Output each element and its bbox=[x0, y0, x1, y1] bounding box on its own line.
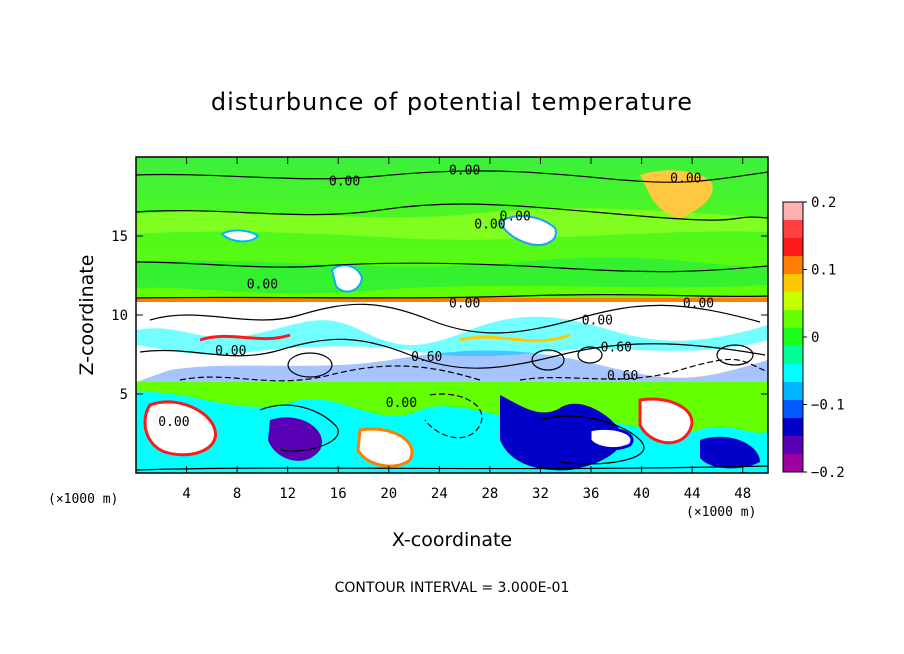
x-tick-label: 24 bbox=[431, 486, 448, 502]
contour-label: 0.00 bbox=[449, 164, 480, 179]
colorbar-tick-label: −0.1 bbox=[811, 398, 845, 414]
colorbar-segment bbox=[783, 202, 803, 221]
contour-line bbox=[287, 352, 333, 378]
contour-line bbox=[577, 346, 603, 364]
colorbar-segment bbox=[783, 220, 803, 239]
colorbar-segment bbox=[783, 274, 803, 293]
colorbar-segment bbox=[783, 256, 803, 275]
tropopause-line bbox=[136, 298, 768, 302]
warm-patch bbox=[356, 427, 414, 468]
cloud-patch bbox=[330, 264, 364, 293]
contour-label: 0.60 bbox=[411, 350, 442, 365]
colorbar-segment bbox=[783, 400, 803, 419]
contour-label: 0.00 bbox=[215, 344, 246, 359]
contour-lines bbox=[136, 170, 768, 471]
contour-line bbox=[149, 303, 761, 334]
x-tick-label: 36 bbox=[583, 486, 600, 502]
contour-line bbox=[139, 338, 766, 369]
colorbar-tick-label: 0.2 bbox=[811, 195, 836, 211]
contour-label: 0.00 bbox=[158, 415, 189, 430]
colorbar-segment bbox=[783, 454, 803, 473]
contour-line bbox=[179, 365, 481, 382]
colorbar-tick-label: −0.2 bbox=[811, 465, 845, 481]
x-tick-label: 12 bbox=[279, 486, 296, 502]
x-tick-label: 32 bbox=[532, 486, 549, 502]
colorbar-segment bbox=[783, 310, 803, 329]
contour-label: 0.00 bbox=[474, 217, 505, 232]
chart-title: disturbunce of potential temperature bbox=[211, 88, 693, 116]
contour-line bbox=[136, 293, 768, 299]
x-tick-label: 48 bbox=[734, 486, 751, 502]
warm-patch bbox=[143, 400, 217, 457]
y-axis: 5 10 15 bbox=[111, 229, 768, 403]
contour-line bbox=[259, 404, 339, 452]
y-tick-label: 15 bbox=[111, 229, 128, 245]
colorbar-tick-label: 0 bbox=[811, 330, 819, 346]
contour-line bbox=[136, 465, 768, 471]
colorbar-segment bbox=[783, 346, 803, 365]
turbulent-band bbox=[459, 333, 571, 343]
contour-line bbox=[424, 393, 483, 439]
contour-label: 0.60 bbox=[607, 369, 638, 384]
cold-anomaly bbox=[500, 395, 622, 471]
potential-temperature-field: 0.000.000.000.000.000.000.00 0.000.000.60… bbox=[136, 157, 768, 473]
contour-line bbox=[531, 349, 565, 371]
warm-patch bbox=[588, 426, 634, 451]
x-tick-label: 8 bbox=[233, 486, 241, 502]
x-axis-origin-unit: (×1000 m) bbox=[48, 492, 118, 507]
colorbar-tick-label: 0.1 bbox=[811, 263, 836, 279]
warm-patch bbox=[638, 397, 694, 445]
contour-label: 0.00 bbox=[386, 396, 417, 411]
cold-anomaly bbox=[700, 436, 760, 469]
colorbar-segment bbox=[783, 328, 803, 347]
x-axis-unit: (×1000 m) bbox=[686, 505, 756, 520]
x-tick-label: 16 bbox=[330, 486, 347, 502]
y-tick-label: 5 bbox=[120, 387, 128, 403]
cloud-patch bbox=[220, 229, 260, 243]
contour-line bbox=[539, 415, 645, 465]
contour-line bbox=[136, 170, 768, 183]
colorbar-segment bbox=[783, 292, 803, 311]
contour-label: 0.00 bbox=[329, 175, 360, 190]
y-axis-label: Z-coordinate bbox=[76, 255, 98, 376]
colorbar-segment bbox=[783, 382, 803, 401]
contour-label: 0.60 bbox=[601, 341, 632, 356]
x-tick-label: 40 bbox=[633, 486, 650, 502]
colorbar-segment bbox=[783, 436, 803, 455]
x-tick-label: 4 bbox=[182, 486, 190, 502]
x-axis-label: X-coordinate bbox=[392, 529, 512, 551]
x-tick-label: 28 bbox=[481, 486, 498, 502]
x-axis: 4 8 12 16 20 24 28 32 36 40 44 48 bbox=[182, 157, 751, 502]
contour-label: 0.00 bbox=[683, 296, 714, 311]
contour-label: 0.00 bbox=[449, 296, 480, 311]
x-tick-label: 20 bbox=[380, 486, 397, 502]
contour-labels: 0.000.000.000.000.000.000.00 0.000.000.60… bbox=[158, 164, 714, 430]
upper-band bbox=[136, 208, 768, 240]
contour-line bbox=[136, 203, 768, 221]
colorbar-segment bbox=[783, 364, 803, 383]
contour-line bbox=[519, 358, 768, 381]
contour-label: 0.00 bbox=[582, 314, 613, 329]
contour-line bbox=[716, 344, 754, 366]
colorbar-segment bbox=[783, 238, 803, 257]
contour-label: 0.00 bbox=[670, 172, 701, 187]
contour-label: 0.00 bbox=[247, 277, 278, 292]
contour-label: 0.00 bbox=[500, 209, 531, 224]
contour-interval-note: CONTOUR INTERVAL = 3.000E-01 bbox=[335, 580, 570, 596]
y-tick-label: 10 bbox=[111, 308, 128, 324]
contour-line bbox=[136, 261, 768, 273]
colorbar: 0.2 0.1 0 −0.1 −0.2 bbox=[782, 195, 845, 481]
colorbar-segment bbox=[783, 418, 803, 437]
turbulent-band bbox=[199, 333, 291, 342]
cloud-patch bbox=[498, 215, 557, 246]
x-tick-label: 44 bbox=[684, 486, 701, 502]
